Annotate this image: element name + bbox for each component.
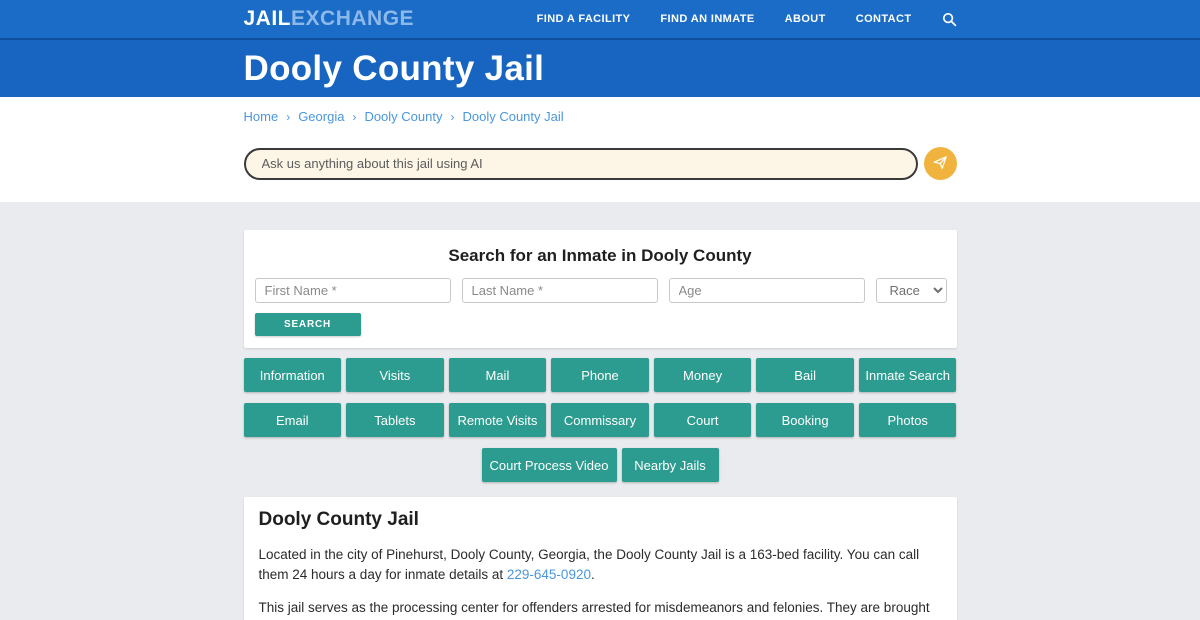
- race-select[interactable]: Race: [875, 278, 947, 303]
- tile-mail[interactable]: Mail: [448, 358, 547, 392]
- tile-bail[interactable]: Bail: [756, 358, 854, 392]
- tile-photos[interactable]: Photos: [858, 403, 957, 437]
- breadcrumb-home[interactable]: Home: [243, 109, 279, 124]
- about-p1-period: .: [590, 566, 595, 582]
- quick-links-grid: Information Visits Mail Phone Money Bail…: [243, 358, 957, 437]
- ai-ask-input[interactable]: [243, 147, 918, 180]
- phone-number-link[interactable]: 229-645-0920: [506, 566, 591, 582]
- about-p2-text-1: This jail serves as the processing cente…: [258, 600, 930, 620]
- chevron-right-icon: ›: [352, 109, 357, 124]
- breadcrumb-georgia[interactable]: Georgia: [298, 109, 345, 124]
- breadcrumb-dooly-county-jail[interactable]: Dooly County Jail: [462, 109, 564, 124]
- tile-remote-visits[interactable]: Remote Visits: [448, 403, 547, 437]
- logo-jail-text: JAIL: [243, 7, 292, 30]
- about-paragraph-location: Located in the city of Pinehurst, Dooly …: [259, 545, 942, 584]
- inmate-search-card: Search for an Inmate in Dooly County Rac…: [243, 230, 957, 348]
- nav-find-a-facility[interactable]: FIND A FACILITY: [536, 13, 631, 25]
- main-content: Search for an Inmate in Dooly County Rac…: [0, 202, 1200, 620]
- chevron-right-icon: ›: [450, 109, 455, 124]
- paper-plane-icon: [932, 154, 949, 174]
- nav-about[interactable]: ABOUT: [784, 13, 826, 25]
- top-navigation-bar: JAILEXCHANGE FIND A FACILITY FIND AN INM…: [0, 0, 1200, 40]
- tile-commissary[interactable]: Commissary: [551, 403, 649, 437]
- page-title: Dooly County Jail: [243, 48, 545, 88]
- about-p1-text: Located in the city of Pinehurst, Dooly …: [258, 547, 920, 582]
- tile-email[interactable]: Email: [243, 403, 342, 437]
- ai-ask-row: [243, 147, 957, 180]
- chevron-right-icon: ›: [286, 109, 291, 124]
- logo-exchange-text: EXCHANGE: [291, 7, 415, 30]
- tile-phone[interactable]: Phone: [551, 358, 649, 392]
- tile-inmate-search[interactable]: Inmate Search: [858, 358, 957, 392]
- nav-find-an-inmate[interactable]: FIND AN INMATE: [660, 13, 755, 25]
- about-paragraph-processing: This jail serves as the processing cente…: [259, 598, 942, 620]
- tile-court-process-video[interactable]: Court Process Video: [481, 448, 617, 482]
- about-jail-title: Dooly County Jail: [258, 509, 419, 530]
- tile-booking[interactable]: Booking: [756, 403, 854, 437]
- nav-contact[interactable]: CONTACT: [855, 13, 912, 25]
- inmate-search-title: Search for an Inmate in Dooly County: [448, 246, 752, 265]
- page-banner: Dooly County Jail: [0, 40, 1200, 97]
- tile-visits[interactable]: Visits: [346, 358, 444, 392]
- inmate-search-fields: Race: [254, 278, 947, 303]
- search-icon[interactable]: [942, 12, 957, 27]
- tile-court[interactable]: Court: [653, 403, 752, 437]
- breadcrumb-ai-section: Home › Georgia › Dooly County › Dooly Co…: [0, 97, 1200, 202]
- breadcrumb: Home › Georgia › Dooly County › Dooly Co…: [244, 109, 957, 124]
- tile-money[interactable]: Money: [653, 358, 752, 392]
- tile-tablets[interactable]: Tablets: [346, 403, 444, 437]
- main-nav: FIND A FACILITY FIND AN INMATE ABOUT CON…: [537, 12, 957, 27]
- age-field[interactable]: [668, 278, 865, 303]
- last-name-field[interactable]: [461, 278, 658, 303]
- about-jail-card: Dooly County Jail Located in the city of…: [243, 497, 957, 620]
- quick-links-row3: Court Process Video Nearby Jails: [244, 448, 957, 482]
- breadcrumb-dooly-county[interactable]: Dooly County: [364, 109, 443, 124]
- tile-information[interactable]: Information: [243, 358, 342, 392]
- search-button[interactable]: SEARCH: [254, 313, 361, 336]
- ai-send-button[interactable]: [923, 147, 957, 180]
- first-name-field[interactable]: [254, 278, 451, 303]
- tile-nearby-jails[interactable]: Nearby Jails: [621, 448, 719, 482]
- jailexchange-logo[interactable]: JAILEXCHANGE: [244, 7, 415, 31]
